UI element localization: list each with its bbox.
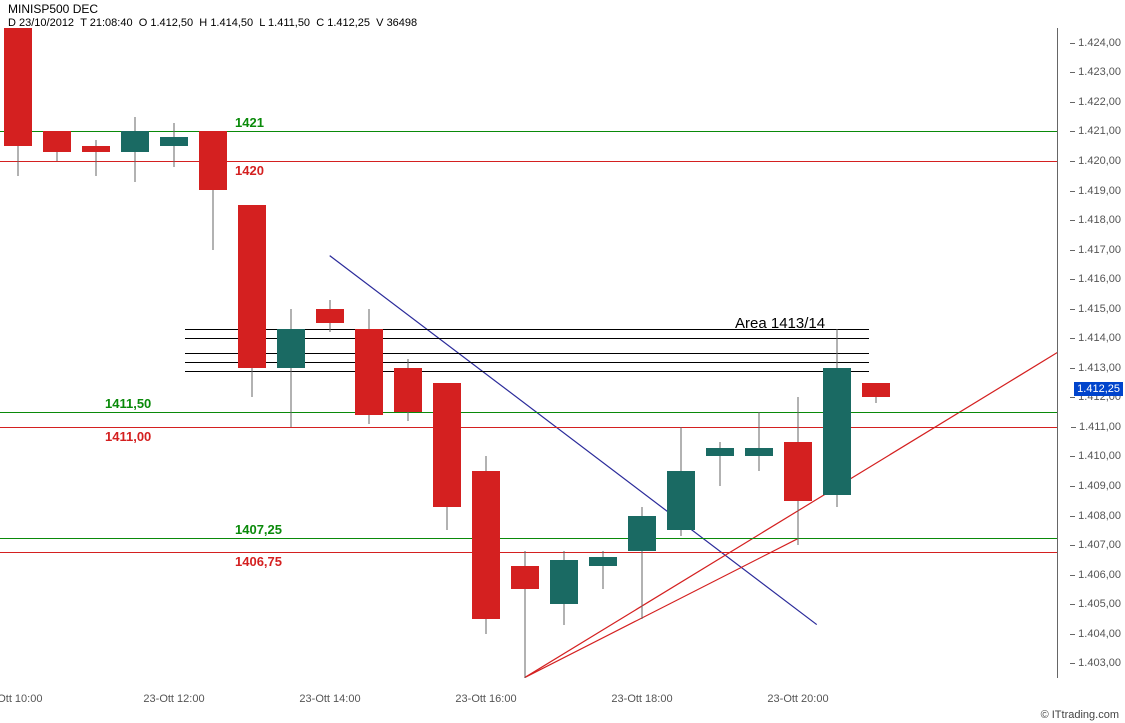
- candle[interactable]: [511, 28, 539, 678]
- candle[interactable]: [316, 28, 344, 678]
- y-tick: 1.424,00: [1078, 37, 1121, 49]
- y-tick: 1.419,00: [1078, 185, 1121, 197]
- candle-body: [43, 131, 71, 152]
- x-tick: -Ott 10:00: [0, 693, 42, 705]
- y-tick: 1.408,00: [1078, 510, 1121, 522]
- candle[interactable]: [238, 28, 266, 678]
- candle[interactable]: [4, 28, 32, 678]
- x-tick: 23-Ott 18:00: [611, 693, 672, 705]
- y-tick: 1.404,00: [1078, 628, 1121, 640]
- x-axis: -Ott 10:00 23-Ott 12:00 23-Ott 14:00 23-Ott…: [0, 693, 1058, 709]
- candle[interactable]: [862, 28, 890, 678]
- candle-body: [121, 131, 149, 152]
- candle[interactable]: [160, 28, 188, 678]
- candle-body: [4, 28, 32, 146]
- current-price-badge: 1.412,25: [1074, 382, 1123, 396]
- y-tick: 1.405,00: [1078, 598, 1121, 610]
- candle[interactable]: [745, 28, 773, 678]
- y-tick: 1.411,00: [1079, 421, 1121, 433]
- y-tick: 1.420,00: [1078, 155, 1121, 167]
- y-tick: 1.422,00: [1078, 96, 1121, 108]
- candle[interactable]: [82, 28, 110, 678]
- candle[interactable]: [589, 28, 617, 678]
- candle[interactable]: [121, 28, 149, 678]
- candle[interactable]: [355, 28, 383, 678]
- y-tick: 1.416,00: [1078, 273, 1121, 285]
- candle-body: [433, 383, 461, 507]
- candle-body: [394, 368, 422, 412]
- y-tick: 1.417,00: [1078, 244, 1121, 256]
- y-axis: 1.424,00 1.423,00 1.422,00 1.421,00 1.420,00…: [1058, 28, 1125, 678]
- candle[interactable]: [784, 28, 812, 678]
- y-tick: 1.409,00: [1078, 480, 1121, 492]
- candle-body: [199, 131, 227, 190]
- y-tick: 1.403,00: [1078, 657, 1121, 669]
- chart-area[interactable]: 142114201411,501411,001407,251406,75Area…: [0, 28, 1058, 678]
- candle-body: [628, 516, 656, 551]
- y-tick: 1.406,00: [1078, 569, 1121, 581]
- candle[interactable]: [823, 28, 851, 678]
- candle[interactable]: [199, 28, 227, 678]
- candle[interactable]: [706, 28, 734, 678]
- y-tick: 1.423,00: [1078, 66, 1121, 78]
- candle-body: [82, 146, 110, 152]
- candle-body: [784, 442, 812, 501]
- candle[interactable]: [550, 28, 578, 678]
- candle-body: [745, 448, 773, 457]
- candle-body: [862, 383, 890, 398]
- x-tick: 23-Ott 14:00: [299, 693, 360, 705]
- y-tick: 1.418,00: [1078, 214, 1121, 226]
- candle[interactable]: [667, 28, 695, 678]
- candle[interactable]: [43, 28, 71, 678]
- candle-body: [550, 560, 578, 604]
- copyright: © ITtrading.com: [1041, 709, 1119, 721]
- candle[interactable]: [472, 28, 500, 678]
- candle-body: [511, 566, 539, 590]
- y-tick: 1.413,00: [1078, 362, 1121, 374]
- candle[interactable]: [628, 28, 656, 678]
- candle-body: [472, 471, 500, 619]
- candle-body: [277, 329, 305, 367]
- candle-body: [823, 368, 851, 495]
- candle-wick: [759, 412, 760, 471]
- x-tick: 23-Ott 16:00: [455, 693, 516, 705]
- y-tick: 1.421,00: [1078, 125, 1121, 137]
- y-tick: 1.407,00: [1078, 539, 1121, 551]
- candle-body: [706, 448, 734, 457]
- candle-body: [316, 309, 344, 324]
- candle[interactable]: [277, 28, 305, 678]
- chart-header: MINISP500 DEC D 23/10/2012 T 21:08:40 O …: [8, 2, 417, 30]
- y-tick: 1.410,00: [1078, 450, 1121, 462]
- y-tick: 1.414,00: [1078, 332, 1121, 344]
- candle[interactable]: [394, 28, 422, 678]
- candle[interactable]: [433, 28, 461, 678]
- x-tick: 23-Ott 12:00: [143, 693, 204, 705]
- candle-body: [355, 329, 383, 415]
- candle-body: [160, 137, 188, 146]
- instrument-title: MINISP500 DEC: [8, 2, 417, 16]
- y-tick: 1.415,00: [1078, 303, 1121, 315]
- candle-body: [589, 557, 617, 566]
- x-tick: 23-Ott 20:00: [767, 693, 828, 705]
- candle-body: [238, 205, 266, 368]
- candle-body: [667, 471, 695, 530]
